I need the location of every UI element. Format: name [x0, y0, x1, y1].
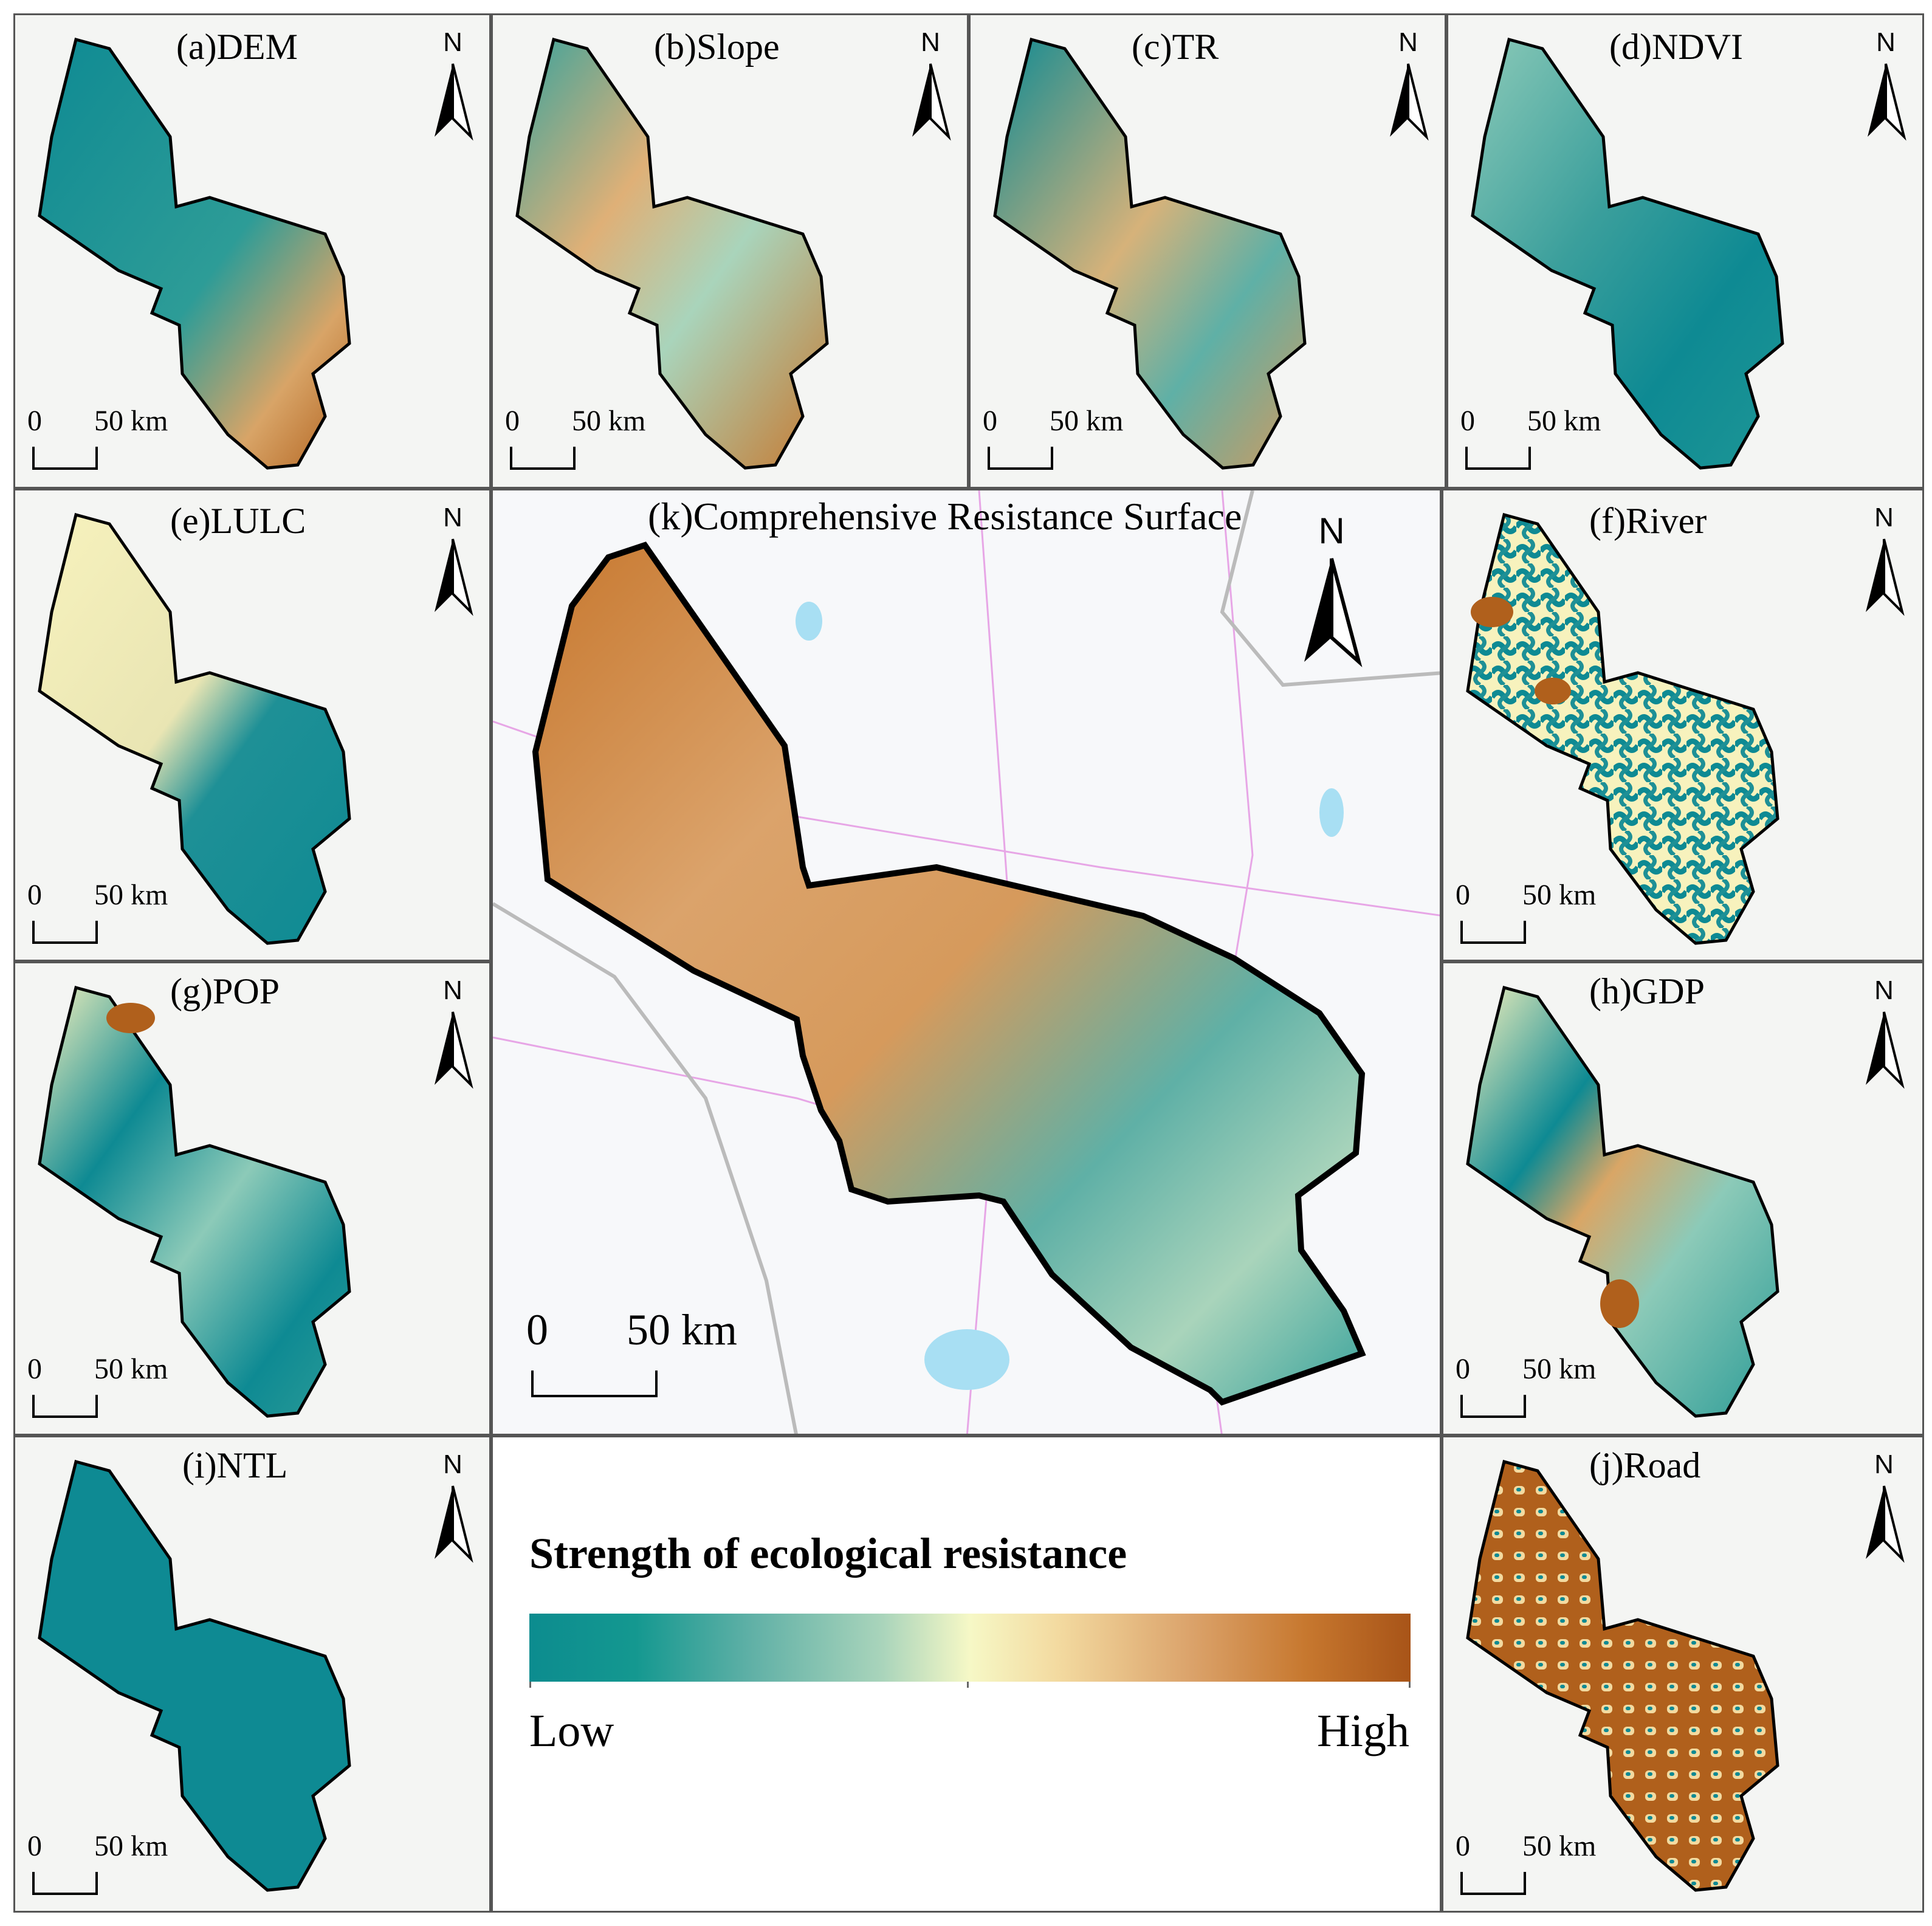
legend-low-label: Low: [529, 1705, 614, 1756]
north-arrow-icon: N: [428, 1450, 477, 1571]
north-arrow-icon: N: [428, 975, 477, 1097]
panel-gdp: (h)GDP N 0 50 km: [1442, 961, 1924, 1436]
panel-title: (j)Road: [1589, 1445, 1701, 1485]
study-area-map: [38, 985, 351, 1418]
scale-bar: 0 50 km: [27, 1829, 198, 1896]
panel-river: (f)River N 0 50 km: [1442, 489, 1924, 961]
panel-title: (b)Slope: [654, 27, 780, 67]
study-area-map: [38, 1459, 351, 1892]
study-area-map: [1466, 1459, 1779, 1892]
north-arrow-icon: N: [1860, 503, 1908, 624]
study-area-map: [38, 37, 351, 470]
water-bodies: [796, 602, 1344, 1390]
north-arrow-icon: N: [1298, 510, 1365, 680]
panel-slope: (b)Slope N 0 50 km: [491, 13, 969, 489]
panel-title: (i)NTL: [182, 1445, 288, 1485]
panel-title: (d)NDVI: [1609, 27, 1743, 67]
panel-dem: (a)DEM N 0 50 km: [13, 13, 491, 489]
north-arrow-icon: N: [1384, 27, 1432, 149]
study-area-map: [515, 37, 829, 470]
panel-title: (f)River: [1589, 501, 1707, 541]
scale-bar: 0 50 km: [27, 404, 198, 471]
panel-title: (c)TR: [1132, 27, 1219, 67]
north-arrow-icon: N: [1860, 975, 1908, 1097]
scale-bar: 0 50 km: [1456, 1352, 1626, 1419]
panel-title: (e)LULC: [170, 501, 306, 541]
north-arrow-icon: N: [428, 503, 477, 624]
north-arrow-icon: N: [906, 27, 955, 149]
north-arrow-icon: N: [1860, 1450, 1908, 1571]
scale-bar: 0 50 km: [983, 404, 1153, 471]
legend: Strength of ecological resistance Low Hi…: [491, 1436, 1442, 1913]
legend-high-label: High: [1317, 1705, 1409, 1756]
north-arrow-icon: N: [1862, 27, 1910, 149]
study-area-map: [493, 490, 1440, 1434]
scale-bar: 0 50 km: [1456, 878, 1626, 945]
railway-lines: [493, 490, 1440, 1434]
panel-title: (h)GDP: [1589, 971, 1705, 1011]
scale-bar: 0 50 km: [27, 878, 198, 945]
panel-lulc: (e)LULC N 0 50 km: [13, 489, 491, 961]
study-area-map: [38, 512, 351, 945]
study-area-map: [993, 37, 1307, 470]
scale-bar: 0 50 km: [27, 1352, 198, 1419]
panel-ntl: (i)NTL N 0 50 km: [13, 1436, 491, 1913]
panel-ndvi: (d)NDVI N 0 50 km: [1446, 13, 1924, 489]
scale-bar: 0 50 km: [505, 404, 675, 471]
panel-title: (k)Comprehensive Resistance Surface: [648, 495, 1242, 538]
panel-road: (j)Road N 0 50 km: [1442, 1436, 1924, 1913]
panel-title: (a)DEM: [176, 27, 298, 67]
scale-bar: 0 50 km: [526, 1305, 830, 1397]
legend-title: Strength of ecological resistance: [529, 1529, 1127, 1578]
study-area-map: [1466, 985, 1779, 1418]
panel-pop: (g)POP N 0 50 km: [13, 961, 491, 1436]
panel-tr: (c)TR N 0 50 km: [969, 13, 1446, 489]
north-arrow-icon: N: [428, 27, 477, 149]
scale-bar: 0 50 km: [1456, 1829, 1626, 1896]
legend-color-ramp: [529, 1614, 1411, 1682]
panel-title: (g)POP: [170, 971, 280, 1011]
study-area-map: [1466, 512, 1779, 945]
scale-bar: 0 50 km: [1460, 404, 1631, 471]
study-area-map: [1471, 37, 1784, 470]
